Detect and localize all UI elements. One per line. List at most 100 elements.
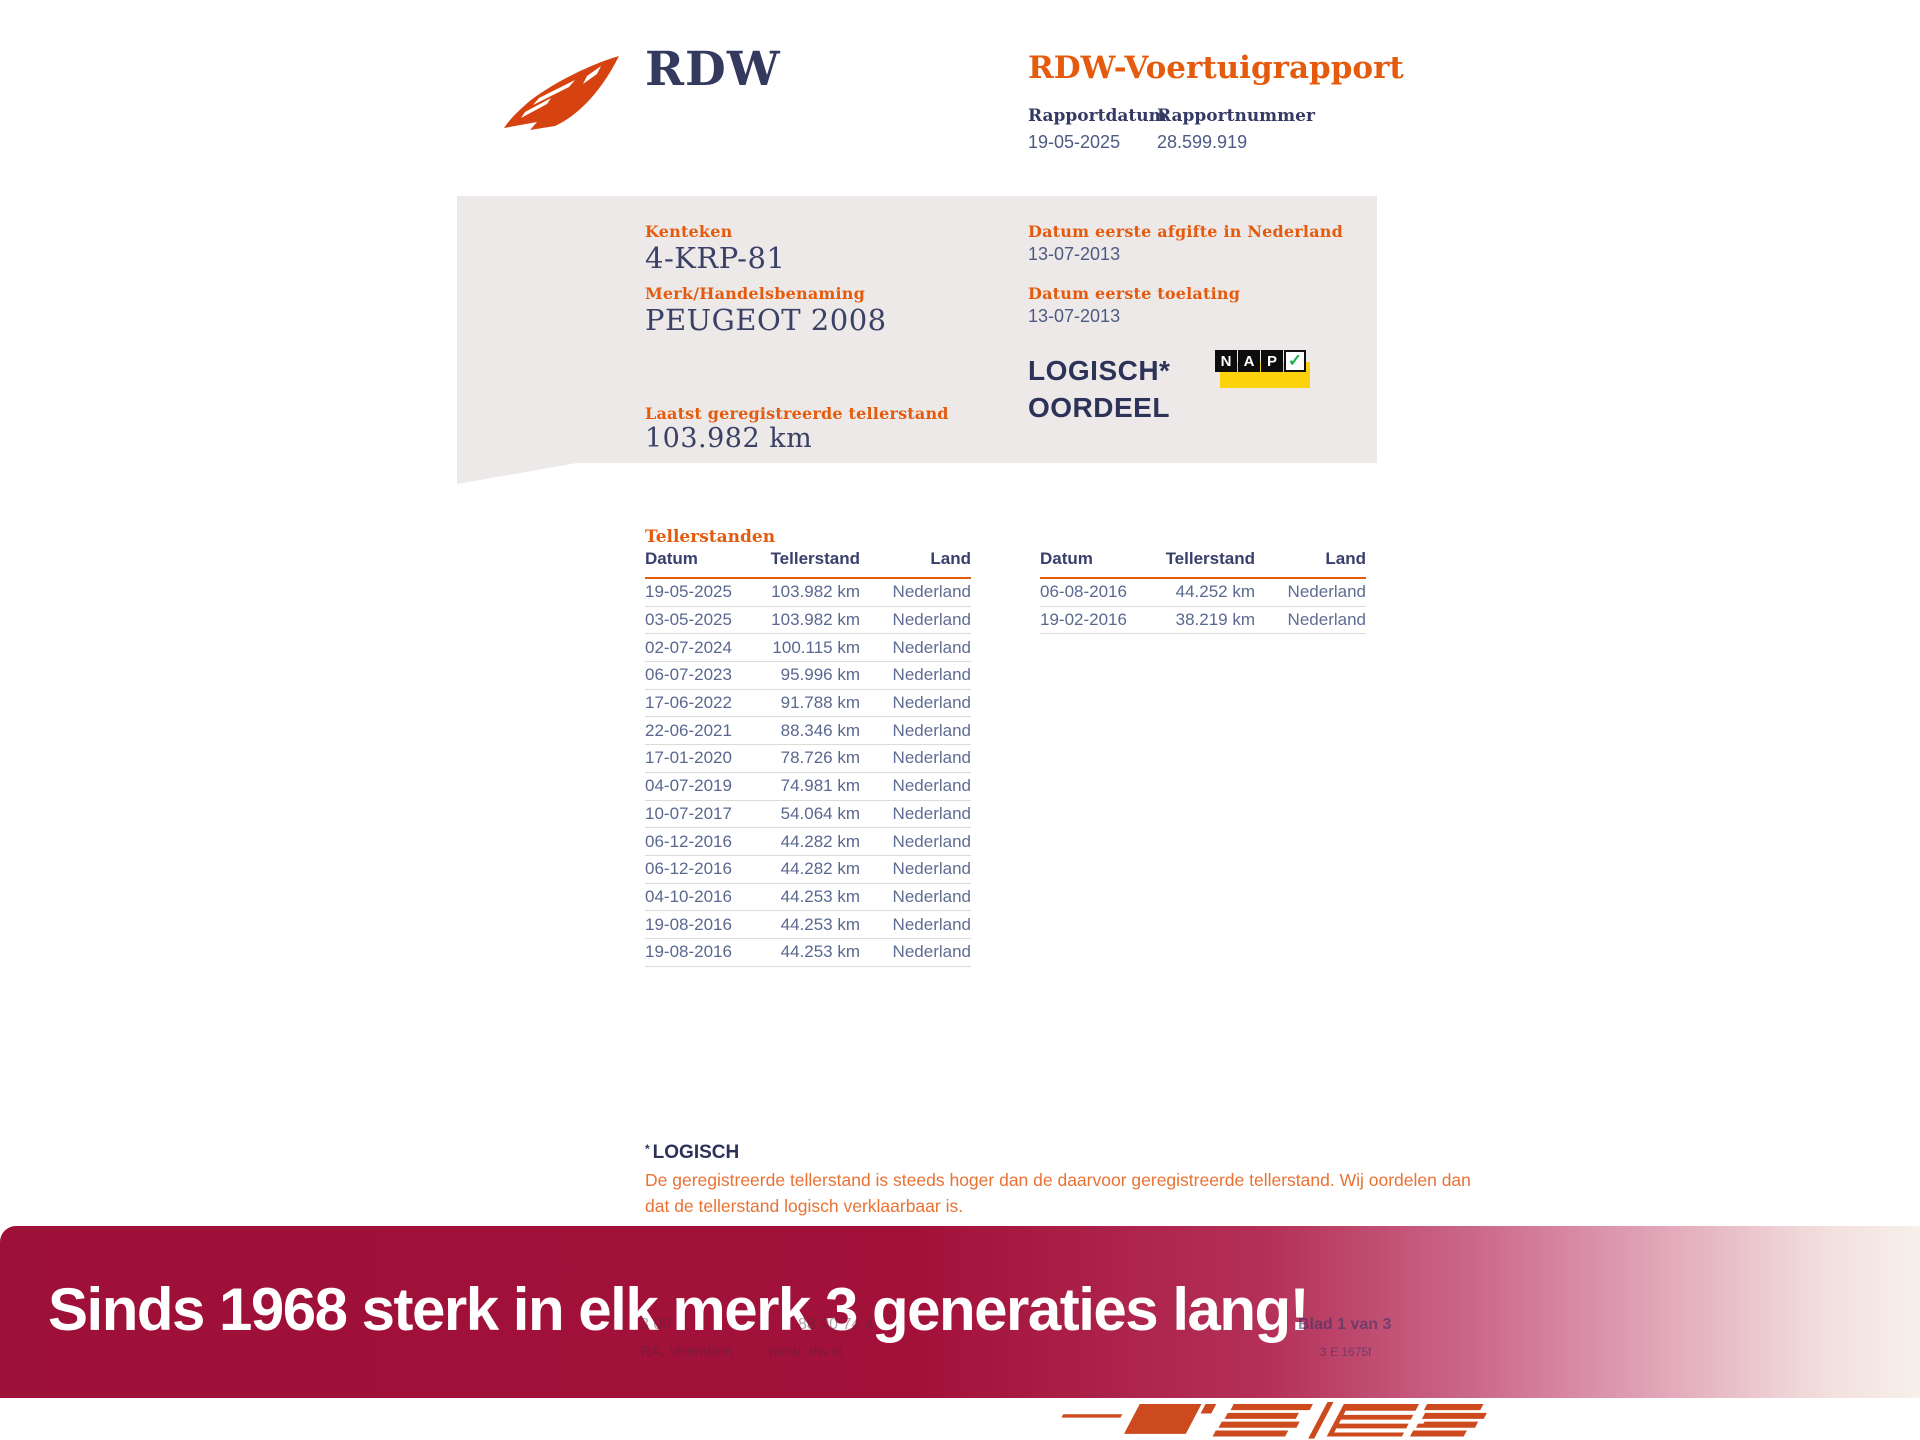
cell-date: 17-06-2022 (645, 693, 732, 713)
toelating-label: Datum eerste toelating (1028, 284, 1241, 303)
cell-date: 22-06-2021 (645, 720, 732, 740)
kenteken-label: Kenteken (645, 222, 733, 241)
header-datum: Datum (645, 549, 698, 568)
cell-km: 100.115 km (772, 637, 860, 657)
cell-date: 04-07-2019 (645, 776, 732, 796)
header-land: Land (1325, 549, 1366, 568)
cell-land: Nederland (892, 665, 971, 685)
cell-km: 44.253 km (780, 914, 860, 934)
tellerstand-label: Laatst geregistreerde tellerstand (645, 404, 949, 423)
cell-land: Nederland (892, 748, 971, 768)
footnote-line1: De geregistreerde tellerstand is steeds … (645, 1170, 1471, 1190)
table-row: 04-10-2016 44.253 km Nederland (645, 884, 971, 912)
tellerstand-value: 103.982 km (645, 423, 813, 454)
cell-date: 17-01-2020 (645, 748, 732, 768)
cell-date: 10-07-2017 (645, 803, 732, 823)
table-row: 19-08-2016 44.253 km Nederland (645, 939, 971, 967)
cell-land: Nederland (892, 720, 971, 740)
table-row: 22-06-2021 88.346 km Nederland (645, 717, 971, 746)
cell-date: 06-08-2016 (1040, 582, 1127, 602)
promo-banner: Sinds 1968 sterk in elk merk 3 generatie… (0, 1226, 1920, 1398)
cell-km: 54.064 km (780, 803, 860, 823)
cell-land: Nederland (892, 831, 971, 851)
meter-table-left-body: 19-05-2025 103.982 km Nederland 03-05-2025 1… (645, 579, 971, 967)
cell-land: Nederland (892, 776, 971, 796)
table-row: 06-07-2023 95.996 km Nederland (645, 662, 971, 690)
table-row: 04-07-2019 74.981 km Nederland (645, 773, 971, 801)
rdw-logo-text: RDW (645, 42, 781, 97)
faint-text-fragment: 3 00 (640, 1316, 672, 1333)
table-row: 06-12-2016 44.282 km Nederland (645, 828, 971, 856)
promo-banner-text: Sinds 1968 sterk in elk merk 3 generatie… (48, 1275, 1310, 1343)
cell-land: Nederland (892, 942, 971, 962)
header-datum: Datum (1040, 549, 1093, 568)
report-number-label: Rapportnummer (1157, 106, 1315, 126)
cell-date: 06-12-2016 (645, 859, 732, 879)
report-date-value: 19-05-2025 (1028, 132, 1121, 152)
afgifte-value: 13-07-2013 (1028, 244, 1121, 264)
header-tellerstand: Tellerstand (1165, 549, 1255, 568)
merk-value: PEUGEOT 2008 (645, 303, 887, 337)
cell-km: 103.982 km (771, 610, 860, 630)
logisch-footnote-title: * LOGISCH (645, 1142, 739, 1164)
table-header-row: Datum Tellerstand Land (1040, 549, 1366, 579)
report-number-value: 28.599.919 (1157, 132, 1248, 152)
oordeel-line2: OORDEEL (1028, 392, 1170, 423)
nap-letter-a: A (1238, 350, 1260, 372)
nap-letter-p: P (1261, 350, 1283, 372)
afgifte-label: Datum eerste afgifte in Nederland (1028, 222, 1343, 241)
cell-km: 95.996 km (780, 665, 860, 685)
cell-land: Nederland (892, 886, 971, 906)
toelating-value: 13-07-2013 (1028, 306, 1121, 326)
cell-land: Nederland (892, 637, 971, 657)
table-row: 03-05-2025 103.982 km Nederland (645, 607, 971, 635)
table-row: 19-08-2016 44.253 km Nederland (645, 911, 971, 939)
meter-table-right: Datum Tellerstand Land 06-08-2016 44.252 … (1040, 549, 1366, 635)
table-row: 19-02-2016 38.219 km Nederland (1040, 607, 1366, 635)
cell-date: 19-02-2016 (1040, 610, 1127, 630)
asterisk-mark: * (645, 1142, 650, 1156)
cell-km: 91.788 km (780, 693, 860, 713)
cell-km: 78.726 km (780, 748, 860, 768)
faint-form-code: 3 E 1675f (1320, 1345, 1372, 1359)
cell-land: Nederland (1287, 582, 1366, 602)
table-row: 10-07-2017 54.064 km Nederland (645, 801, 971, 829)
faint-rdw-url: www.rdw.nl (768, 1343, 844, 1360)
cell-date: 06-12-2016 (645, 831, 732, 851)
cell-land: Nederland (892, 914, 971, 934)
cell-land: Nederland (892, 803, 971, 823)
footnote-title-text: LOGISCH (652, 1142, 740, 1163)
meter-table-left: Datum Tellerstand Land 19-05-2025 103.982… (645, 549, 971, 967)
cell-km: 44.282 km (780, 859, 860, 879)
cell-km: 44.282 km (780, 831, 860, 851)
header-land: Land (930, 549, 971, 568)
table-header-row: Datum Tellerstand Land (645, 549, 971, 579)
cell-land: Nederland (892, 610, 971, 630)
oordeel-verdict: LOGISCH* OORDEEL (1028, 352, 1170, 426)
nap-checkmark-icon: ✓ (1284, 350, 1306, 372)
merk-label: Merk/Handelsbenaming (645, 284, 866, 303)
cell-date: 06-07-2023 (645, 665, 732, 685)
nap-logo: N A P ✓ (1215, 350, 1311, 392)
table-row: 19-05-2025 103.982 km Nederland (645, 579, 971, 607)
cell-km: 88.346 km (780, 720, 860, 740)
vehicle-summary-card (457, 196, 1377, 463)
cell-km: 38.219 km (1175, 610, 1255, 630)
cell-land: Nederland (892, 582, 971, 602)
cell-km: 44.252 km (1175, 582, 1255, 602)
faint-text-fragment: 88 00 74 4 (798, 1316, 874, 1333)
oordeel-line1: LOGISCH* (1028, 355, 1171, 386)
table-row: 17-01-2020 78.726 km Nederland (645, 745, 971, 773)
report-date-label: Rapportdatum (1028, 106, 1167, 126)
table-row: 06-12-2016 44.282 km Nederland (645, 856, 971, 884)
cell-km: 103.982 km (771, 582, 860, 602)
cell-km: 44.253 km (780, 942, 860, 962)
cell-date: 19-08-2016 (645, 914, 732, 934)
tellerstanden-section-title: Tellerstanden (645, 527, 776, 547)
faint-page-number: Blad 1 van 3 (1298, 1316, 1392, 1333)
cell-date: 04-10-2016 (645, 886, 732, 906)
header-tellerstand: Tellerstand (770, 549, 860, 568)
cell-date: 19-08-2016 (645, 942, 732, 962)
cell-date: 19-05-2025 (645, 582, 732, 602)
